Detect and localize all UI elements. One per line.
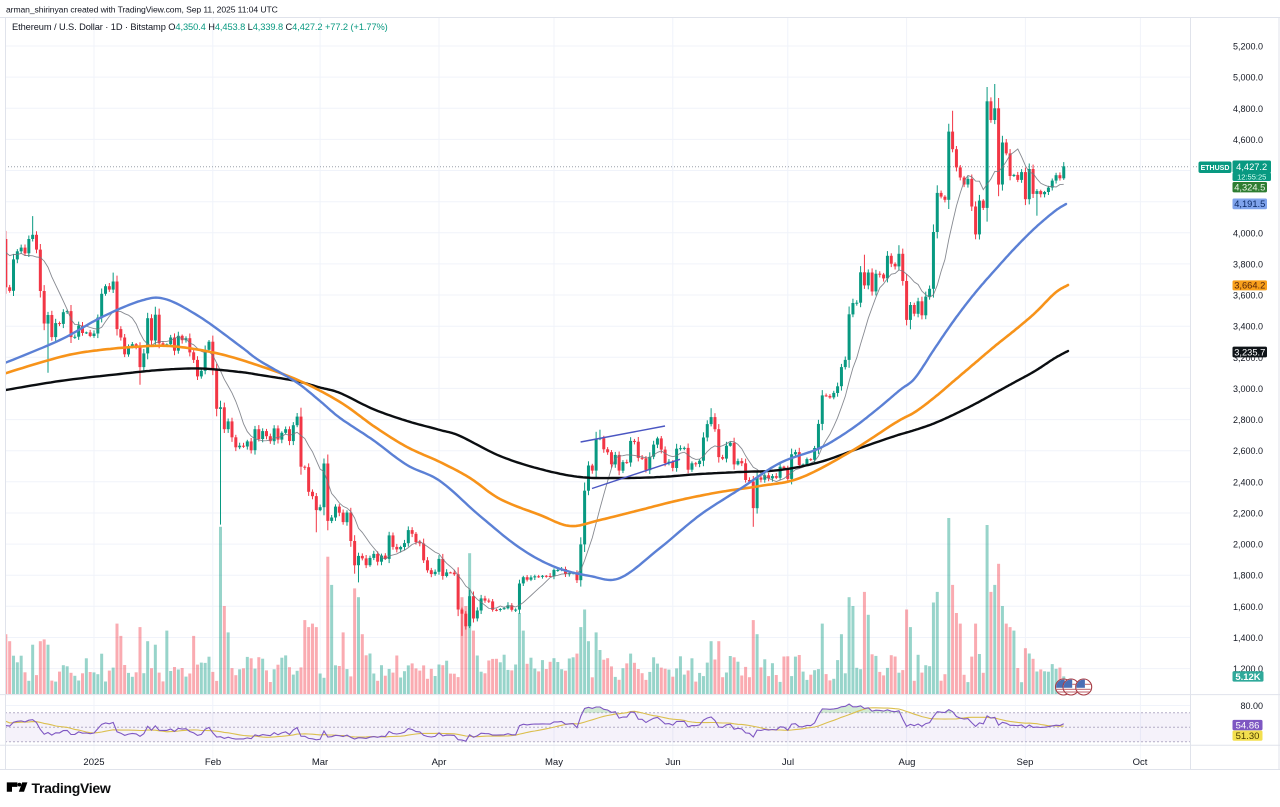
svg-text:3,664.2: 3,664.2 [1234,281,1265,291]
svg-text:3,235.7: 3,235.7 [1234,347,1265,357]
svg-text:3,000.0: 3,000.0 [1233,384,1263,394]
svg-text:80.00: 80.00 [1240,701,1263,711]
svg-text:5.12K: 5.12K [1235,672,1260,683]
svg-text:Jun: Jun [665,757,680,768]
svg-text:1,400.0: 1,400.0 [1233,633,1263,643]
svg-text:4,324.5: 4,324.5 [1234,183,1265,193]
svg-text:ETHUSD: ETHUSD [1201,165,1230,172]
svg-text:2,000.0: 2,000.0 [1233,540,1263,550]
svg-text:Jul: Jul [782,757,794,768]
svg-text:5,200.0: 5,200.0 [1233,42,1263,52]
svg-text:4,191.5: 4,191.5 [1234,199,1265,209]
svg-text:Ethereum / U.S. Dollar · 1D ·: Ethereum / U.S. Dollar · 1D · Bitstamp O… [12,22,388,32]
svg-text:2,800.0: 2,800.0 [1233,415,1263,425]
svg-text:4,800.0: 4,800.0 [1233,104,1263,114]
svg-text:12:55:25: 12:55:25 [1237,173,1266,182]
svg-text:2025: 2025 [83,757,104,768]
svg-text:4,600.0: 4,600.0 [1233,135,1263,145]
svg-text:51.30: 51.30 [1236,731,1260,742]
svg-text:1,200.0: 1,200.0 [1233,664,1263,674]
svg-text:2,600.0: 2,600.0 [1233,446,1263,456]
svg-text:1,600.0: 1,600.0 [1233,602,1263,612]
svg-text:TradingView: TradingView [32,780,111,796]
svg-text:2,400.0: 2,400.0 [1233,477,1263,487]
svg-text:arman_shirinyan created with T: arman_shirinyan created with TradingView… [6,5,278,15]
svg-text:3,200.0: 3,200.0 [1233,353,1263,363]
svg-text:3,800.0: 3,800.0 [1233,259,1263,269]
svg-text:Sep: Sep [1017,757,1034,768]
svg-text:Aug: Aug [899,757,916,768]
svg-text:3,400.0: 3,400.0 [1233,322,1263,332]
svg-text:May: May [545,757,563,768]
svg-text:1,800.0: 1,800.0 [1233,571,1263,581]
svg-text:3,600.0: 3,600.0 [1233,291,1263,301]
svg-text:4,427.2: 4,427.2 [1236,162,1267,172]
svg-text:Mar: Mar [312,757,328,768]
svg-text:Apr: Apr [432,757,447,768]
svg-text:Feb: Feb [205,757,221,768]
svg-text:54.86: 54.86 [1236,721,1260,732]
svg-text:2,200.0: 2,200.0 [1233,509,1263,519]
svg-text:Oct: Oct [1133,757,1148,768]
svg-text:5,000.0: 5,000.0 [1233,73,1263,83]
svg-text:4,000.0: 4,000.0 [1233,228,1263,238]
